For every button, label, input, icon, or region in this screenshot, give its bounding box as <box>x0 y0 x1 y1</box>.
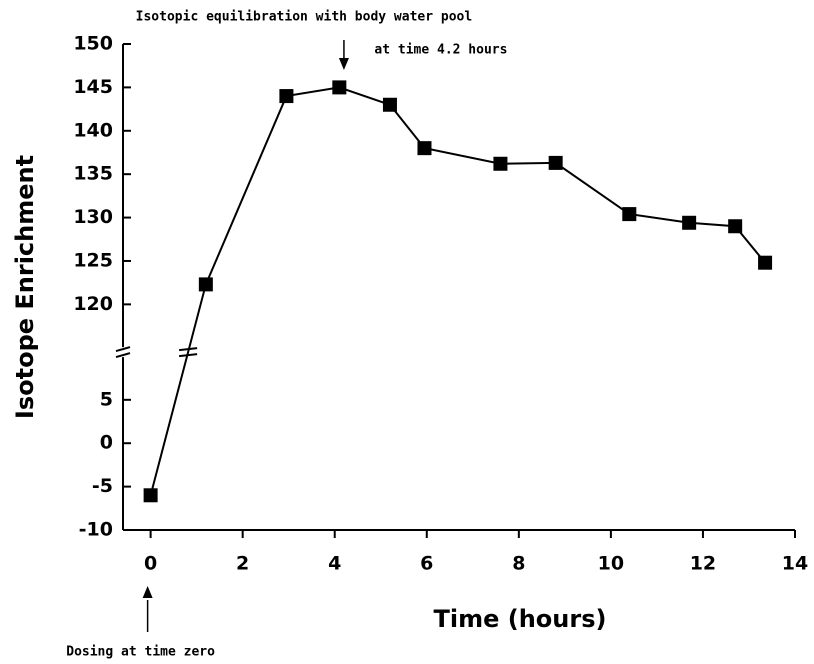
y-tick-label: 145 <box>73 76 113 98</box>
data-line <box>149 86 766 496</box>
axis-break <box>115 352 131 359</box>
annotation-arrowhead <box>142 586 153 598</box>
y-tick-label: 0 <box>100 432 113 454</box>
x-tick-label: 10 <box>598 553 624 575</box>
y-tick-label: 120 <box>73 293 113 315</box>
line-break <box>179 347 198 352</box>
y-tick-label: 135 <box>73 163 113 185</box>
y-tick-label: 150 <box>73 33 113 55</box>
x-tick-label: 8 <box>512 553 525 575</box>
annotation-arrowhead <box>338 58 349 70</box>
data-point <box>332 80 347 95</box>
y-tick-label: 130 <box>73 206 113 228</box>
y-tick-label: -10 <box>79 519 113 541</box>
x-axis-label: Time (hours) <box>434 605 607 633</box>
x-tick-label: 4 <box>328 553 341 575</box>
data-point <box>417 141 432 156</box>
x-tick-label: 2 <box>236 553 249 575</box>
annotation: Isotopic equilibration with body water p… <box>136 10 473 25</box>
data-point <box>382 97 397 112</box>
y-tick-label: -5 <box>92 475 113 497</box>
x-tick-label: 14 <box>782 553 808 575</box>
line-break <box>179 353 198 358</box>
data-point <box>758 255 773 270</box>
axis-break <box>115 346 131 353</box>
x-tick-label: 12 <box>690 553 716 575</box>
data-point <box>622 207 637 222</box>
data-point <box>682 215 697 230</box>
data-point <box>198 277 213 292</box>
y-tick-label: 5 <box>100 388 113 410</box>
data-point <box>728 219 743 234</box>
data-point <box>548 155 563 170</box>
x-tick-label: 6 <box>420 553 433 575</box>
x-tick-label: 0 <box>144 553 157 575</box>
y-tick-label: 125 <box>73 249 113 271</box>
data-point <box>143 488 158 503</box>
annotation: at time 4.2 hours <box>374 43 507 58</box>
annotation: Dosing at time zero <box>66 645 215 660</box>
y-tick-label: 140 <box>73 119 113 141</box>
data-point <box>279 89 294 104</box>
data-point <box>493 156 508 171</box>
y-axis-label: Isotope Enrichment <box>11 155 39 419</box>
